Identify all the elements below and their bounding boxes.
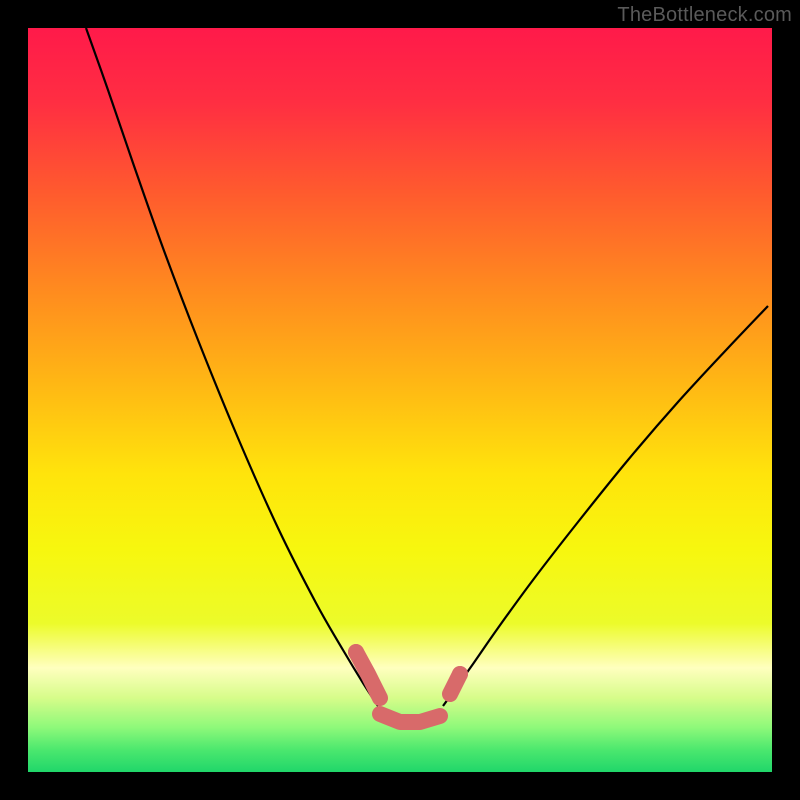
chart-svg bbox=[28, 28, 772, 772]
chart-area bbox=[28, 28, 772, 772]
gradient-background bbox=[28, 28, 772, 772]
watermark-text: TheBottleneck.com bbox=[617, 4, 792, 27]
